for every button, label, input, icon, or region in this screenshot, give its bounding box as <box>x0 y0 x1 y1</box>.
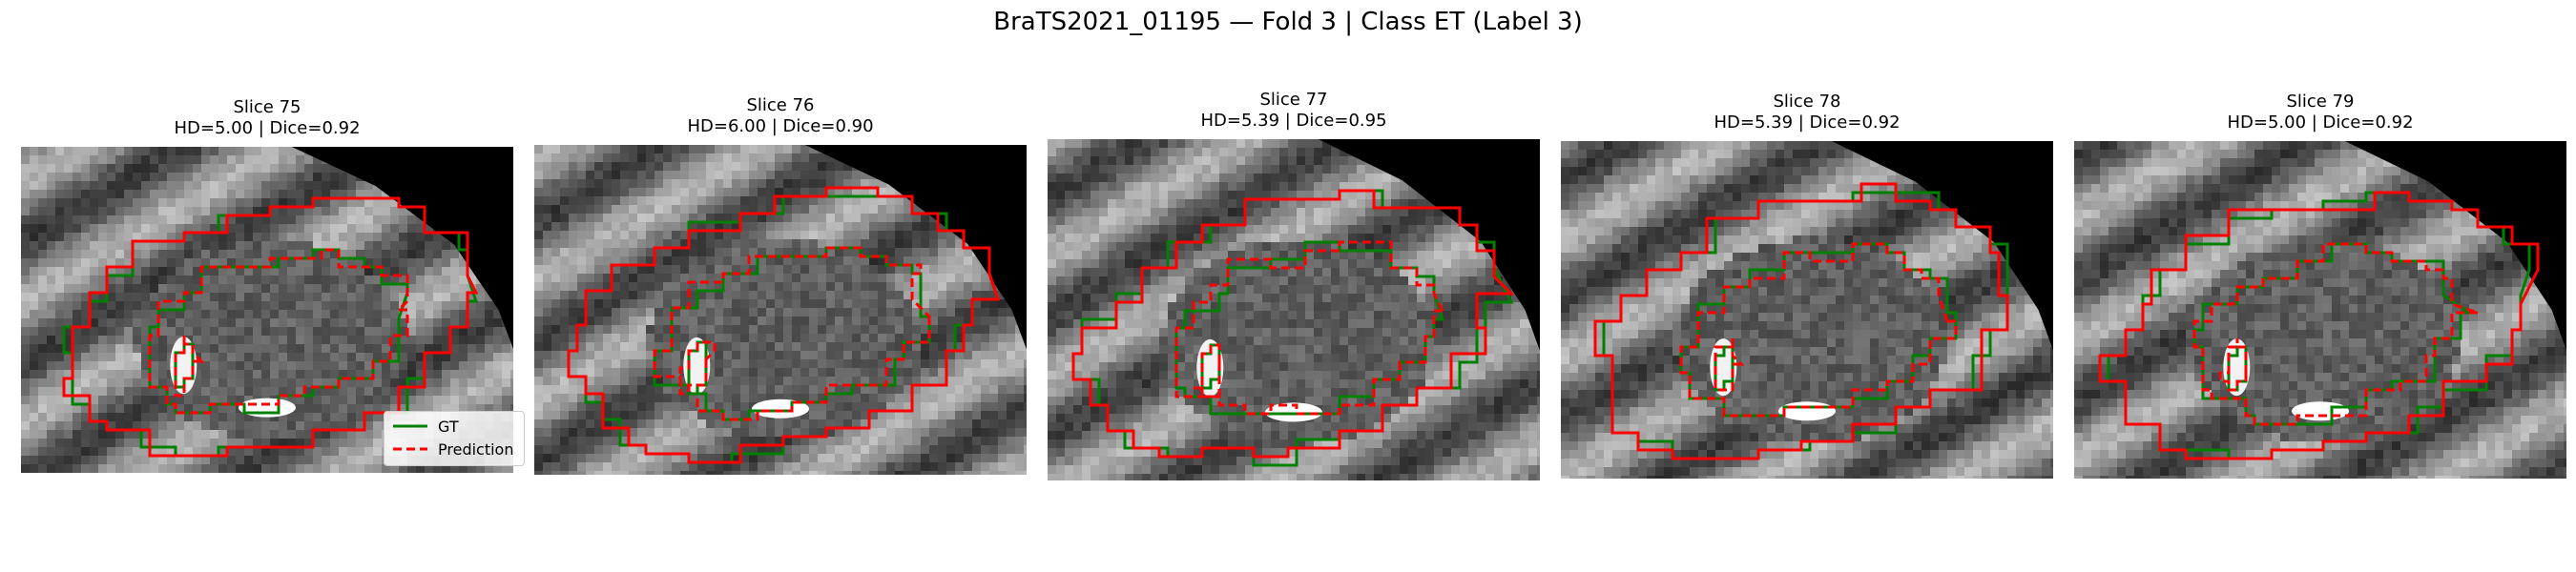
slice-title: Slice 78 <box>1561 92 2053 112</box>
slice-title: Slice 79 <box>2074 92 2566 112</box>
slice-panel: Slice 77 HD=5.39 | Dice=0.95 <box>1048 0 1540 572</box>
slice-panel: Slice 78 HD=5.39 | Dice=0.92 <box>1561 0 2053 572</box>
mri-slice-image <box>1561 141 2053 479</box>
slice-metrics: HD=5.39 | Dice=0.92 <box>1561 112 2053 133</box>
mri-slice-image <box>1048 139 1540 480</box>
slice-metrics: HD=5.00 | Dice=0.92 <box>2074 112 2566 133</box>
slice-title: Slice 77 <box>1048 90 1540 110</box>
legend-label: Prediction <box>438 440 513 459</box>
slice-title: Slice 75 <box>21 97 513 117</box>
bright-spot <box>1778 401 1836 420</box>
prediction-line-icon <box>392 444 428 454</box>
slice-panel: Slice 75 HD=5.00 | Dice=0.92 GT Predicti… <box>21 0 513 572</box>
slice-title: Slice 76 <box>534 95 1027 115</box>
legend-item-prediction: Prediction <box>392 439 513 460</box>
slice-panel: Slice 76 HD=6.00 | Dice=0.90 <box>534 0 1027 572</box>
mri-slice-image <box>534 145 1027 475</box>
bright-spot <box>2292 401 2349 420</box>
legend: GT Prediction <box>384 411 525 466</box>
legend-label: GT <box>438 418 459 436</box>
bright-spot <box>239 398 296 418</box>
legend-item-gt: GT <box>392 416 459 437</box>
slice-metrics: HD=5.39 | Dice=0.95 <box>1048 111 1540 131</box>
mri-slice-image <box>2074 141 2566 479</box>
slice-metrics: HD=5.00 | Dice=0.92 <box>21 118 513 138</box>
gt-line-icon <box>392 421 428 431</box>
slice-metrics: HD=6.00 | Dice=0.90 <box>534 116 1027 136</box>
slice-panel: Slice 79 HD=5.00 | Dice=0.92 <box>2074 0 2566 572</box>
